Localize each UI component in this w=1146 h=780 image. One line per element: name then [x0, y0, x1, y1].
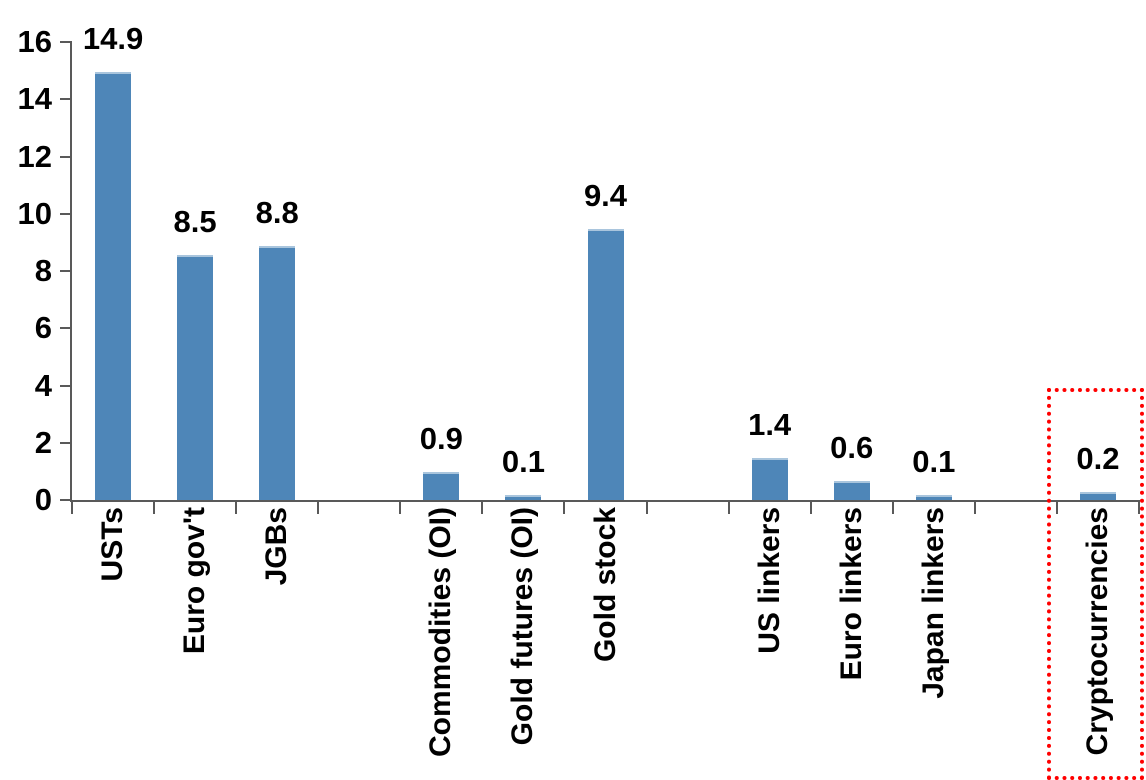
bar-euro-linkers — [833, 480, 870, 500]
category-label-euro-linkers: Euro linkers — [834, 507, 868, 681]
y-axis-tick — [60, 212, 72, 215]
value-label-commodities-oi: 0.9 — [419, 421, 463, 457]
y-axis-tick-label: 6 — [34, 310, 52, 346]
bar-usts — [95, 71, 132, 500]
y-axis-tick — [60, 384, 72, 387]
y-axis-tick — [60, 41, 72, 43]
bar-gold-futures-oi — [505, 495, 542, 500]
y-axis-tick-label: 16 — [17, 24, 52, 59]
value-label-jgbs: 8.8 — [255, 195, 299, 231]
x-axis-tick — [973, 502, 976, 514]
y-axis-tick — [60, 155, 72, 158]
bar-euro-gov-t — [177, 254, 214, 500]
y-axis-tick-label: 0 — [34, 482, 52, 517]
x-axis-tick — [317, 502, 320, 514]
x-axis-tick — [1138, 502, 1140, 514]
y-axis-tick-label: 12 — [17, 138, 52, 174]
x-axis-line — [70, 500, 1140, 502]
x-axis-tick — [563, 502, 566, 514]
bar-jgbs — [259, 246, 296, 500]
category-label-euro-gov-t: Euro gov't — [178, 507, 212, 655]
value-label-japan-linkers: 0.1 — [912, 444, 956, 480]
y-axis-line — [70, 42, 72, 502]
category-label-us-linkers: US linkers — [752, 507, 786, 654]
bar-us-linkers — [751, 457, 788, 500]
category-label-jgbs: JGBs — [260, 507, 294, 586]
y-axis-tick-label: 14 — [17, 81, 52, 117]
y-axis-tick-label: 8 — [34, 253, 52, 288]
category-label-gold-stock: Gold stock — [588, 507, 622, 663]
value-label-us-linkers: 1.4 — [748, 406, 792, 442]
bar-commodities-oi — [423, 472, 460, 500]
value-label-gold-stock: 9.4 — [583, 177, 628, 213]
highlight-box-cryptocurrencies — [1047, 388, 1144, 780]
y-axis-tick-label: 2 — [34, 424, 52, 460]
x-axis-tick — [481, 502, 484, 514]
y-axis-tick — [60, 98, 72, 101]
x-axis-tick — [727, 502, 730, 514]
value-label-gold-futures-oi: 0.1 — [501, 444, 545, 480]
bar-gold-stock — [587, 228, 624, 500]
y-axis-tick — [60, 441, 72, 444]
x-axis-tick — [153, 502, 156, 514]
y-axis-tick-label: 10 — [17, 195, 52, 231]
value-label-euro-linkers: 0.6 — [830, 429, 874, 465]
category-label-gold-futures-oi: Gold futures (OI) — [506, 507, 540, 746]
value-label-usts: 14.9 — [82, 20, 144, 56]
bar-cryptocurrencies — [1079, 492, 1116, 500]
value-label-cryptocurrencies: 0.2 — [1076, 441, 1120, 477]
category-label-japan-linkers: Japan linkers — [916, 507, 950, 699]
x-axis-tick — [809, 502, 812, 514]
x-axis-tick — [399, 502, 402, 514]
y-axis-tick — [60, 327, 72, 330]
y-axis-tick — [60, 499, 72, 501]
bar-japan-linkers — [915, 495, 952, 500]
category-label-commodities-oi: Commodities (OI) — [424, 507, 458, 758]
x-axis-tick — [71, 502, 73, 514]
x-axis-tick — [1055, 502, 1058, 514]
x-axis-tick — [235, 502, 238, 514]
y-axis-tick — [60, 270, 72, 272]
category-label-usts: USTs — [96, 507, 130, 582]
y-axis-tick-label: 4 — [34, 367, 52, 403]
x-axis-tick — [645, 502, 648, 514]
value-label-euro-gov-t: 8.5 — [173, 203, 217, 239]
x-axis-tick — [891, 502, 894, 514]
